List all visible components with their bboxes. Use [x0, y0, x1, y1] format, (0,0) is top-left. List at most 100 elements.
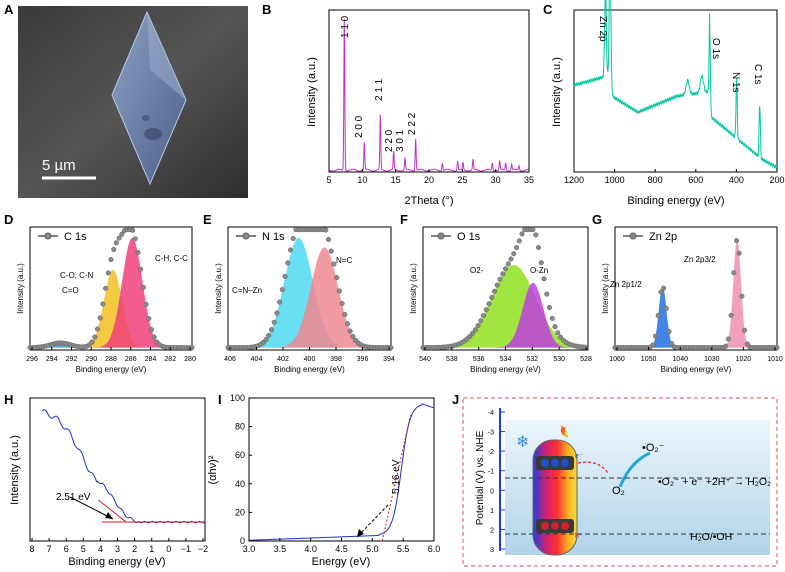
- panel-label-h: H: [4, 392, 13, 407]
- n1s-data-point: [323, 227, 329, 233]
- n1s-data-point: [277, 299, 283, 305]
- zn2p-component-0: [615, 286, 777, 348]
- c1s-data-point: [140, 284, 146, 290]
- o1s-data-point: [478, 318, 484, 324]
- tauc-chart: 5.16 eV 3.0 3.5 4.0 4.5 5.0 5.5 6.0 0 20 40 60 80 10…: [207, 393, 440, 568]
- n1s-component-1: [228, 247, 391, 348]
- zn2p-legend-label: Zn 2p: [649, 231, 677, 243]
- n1s-data-point: [271, 319, 277, 325]
- tauc-y-tick-label: 20: [235, 507, 245, 517]
- xps-n1s-chart: N 1s 406 404 402 400 398 396 394 Binding energy …: [214, 226, 395, 374]
- o1s-data-point: [500, 271, 506, 277]
- o1s-x-tick-label: 532: [526, 356, 538, 363]
- o1s-data-point: [508, 256, 514, 262]
- c1s-peak-con-label: C-O, C-N: [60, 271, 94, 280]
- c1s-data-point: [108, 257, 114, 263]
- zn2p-x-tick-label: 1020: [736, 356, 752, 363]
- vb-x-tick-label: 2: [132, 544, 137, 554]
- n1s-legend-marker: [242, 232, 250, 240]
- survey-x-tick-label: 600: [688, 175, 703, 185]
- zn2p-ylabel: Intensity (a.u.): [601, 263, 610, 314]
- zn2p-data-point: [731, 270, 737, 276]
- vb-x-tick-label: 3: [115, 544, 120, 554]
- hole-label: h⁺: [575, 533, 583, 540]
- o1s-peak-ozn-label: O-Zn: [530, 266, 548, 275]
- n1s-legend-label: N 1s: [262, 231, 285, 243]
- tauc-y-tick-label: 0: [240, 536, 245, 546]
- c1s-peak-ch-label: C-H, C-C: [155, 254, 188, 263]
- zn2p-data-point: [666, 329, 672, 335]
- zn2p-data-point: [736, 250, 742, 256]
- vb-x-tick-label: 5: [81, 544, 86, 554]
- panel-label-c: C: [543, 2, 553, 17]
- c1s-legend-marker: [44, 232, 52, 240]
- panel-label-f: F: [400, 212, 408, 227]
- n1s-x-tick-label: 394: [383, 356, 395, 363]
- o1s-data-point: [491, 288, 498, 294]
- n1s-data-point: [334, 275, 340, 281]
- xrd-peak-200: 2 0 0: [354, 115, 365, 138]
- o1s-data-point: [535, 244, 542, 251]
- c1s-data-point: [89, 339, 95, 345]
- panel-label-a: A: [4, 2, 14, 17]
- n1s-data-point: [344, 321, 351, 327]
- o1s-legend-marker: [437, 232, 445, 240]
- vb-xlabel: Binding energy (eV): [68, 556, 165, 568]
- c1s-x-tick-label: 292: [66, 356, 78, 363]
- n1s-data-point: [331, 261, 337, 267]
- zn2p-data-point: [652, 333, 659, 339]
- zn2p-xlabel: Binding energy (eV): [661, 365, 732, 374]
- c1s-x-tick-label: 288: [105, 356, 117, 363]
- o1s-x-tick-label: 538: [446, 356, 458, 363]
- xrd-ylabel: Intensity (a.u.): [306, 57, 318, 127]
- n1s-x-tick-label: 400: [304, 356, 316, 363]
- c1s-component-1: [30, 269, 192, 348]
- o1s-component-0: [423, 265, 588, 348]
- zn2p-data-point: [655, 313, 661, 319]
- o1s-data-point: [475, 323, 481, 329]
- n1s-data-point: [287, 247, 294, 253]
- o1s-data-point: [505, 261, 511, 267]
- panel-label-i: I: [218, 392, 222, 407]
- c1s-peak-co-label: C=O: [62, 286, 79, 295]
- xrd-peak-220: 2 2 0: [384, 129, 395, 152]
- o1s-data-point: [549, 315, 555, 321]
- zn2p-data-point: [744, 341, 750, 347]
- vb-x-tick-label: 6: [64, 544, 69, 554]
- potential-tick-label: -1: [488, 469, 494, 476]
- potential-tick-label: -4: [488, 410, 494, 417]
- vb-x-tick-label: −2: [198, 544, 208, 554]
- n1s-component-0: [228, 237, 391, 348]
- zn2p-data-point: [739, 293, 745, 299]
- vb-arrowhead: [105, 512, 113, 519]
- tauc-gap-label: 5.16 eV: [391, 459, 402, 494]
- xrd-x-tick-label: 25: [457, 175, 467, 185]
- vb-edge-label: 2.51 eV: [56, 492, 91, 503]
- o1s-data-point: [483, 307, 489, 313]
- c1s-legend-label: C 1s: [64, 231, 87, 243]
- o1s-data-point: [489, 294, 495, 301]
- n1s-data-point: [282, 273, 288, 279]
- o1s-data-point: [469, 330, 476, 336]
- c1s-data-point: [103, 285, 109, 291]
- survey-x-tick-label: 1200: [564, 175, 584, 185]
- c1s-data-point: [132, 236, 138, 242]
- o1s-data-point: [519, 231, 525, 237]
- o1s-data-point: [557, 334, 564, 340]
- panel-label-e: E: [203, 212, 212, 227]
- c1s-x-tick-label: 284: [145, 356, 157, 363]
- tauc-y-tick-label: 40: [235, 479, 245, 489]
- xrd-peak-301: 3 0 1: [395, 129, 406, 152]
- c1s-x-tick-label: 296: [26, 356, 38, 363]
- o1s-data-point: [497, 276, 503, 282]
- survey-x-tick-label: 1000: [605, 175, 625, 185]
- tauc-x-tick-label: 6.0: [428, 544, 441, 554]
- n1s-data-point: [328, 248, 334, 254]
- o1s-x-tick-label: 540: [419, 356, 431, 363]
- o1s-data-point: [530, 227, 536, 233]
- xrd-x-tick-label: 5: [326, 175, 331, 185]
- vb-x-tick-label: 7: [47, 544, 52, 554]
- vb-x-tick-label: 8: [29, 544, 34, 554]
- n1s-data-point: [350, 333, 356, 340]
